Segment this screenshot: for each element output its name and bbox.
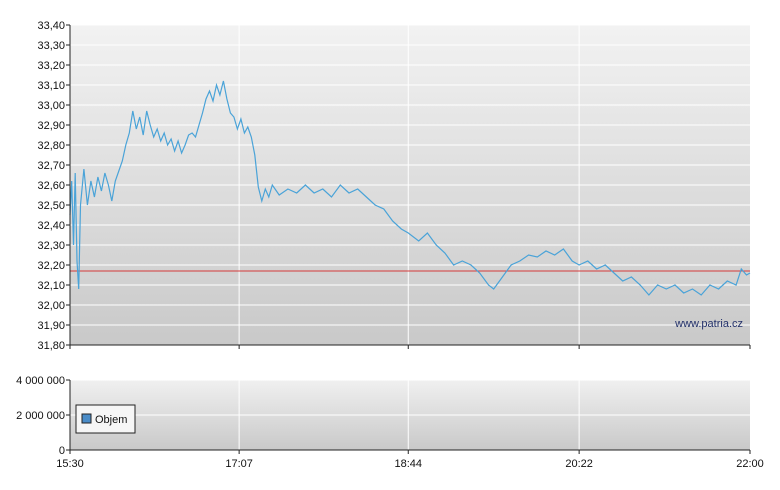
watermark: www.patria.cz xyxy=(674,318,743,330)
price-y-tick-label: 32,10 xyxy=(37,280,65,292)
x-tick-label: 20:22 xyxy=(565,458,593,470)
volume-x-ticks: 15:30 17:07 18:44 20:22 22:00 xyxy=(56,450,764,470)
price-y-tick-label: 33,00 xyxy=(37,100,65,112)
price-y-tick-label: 32,60 xyxy=(37,180,65,192)
price-y-tick-label: 33,30 xyxy=(37,40,65,52)
x-tick-label: 17:07 xyxy=(225,458,253,470)
price-grid xyxy=(70,24,750,345)
x-tick-label: 18:44 xyxy=(394,458,422,470)
legend-swatch xyxy=(81,413,92,424)
price-y-tick-label: 32,80 xyxy=(37,140,65,152)
price-y-tick-label: 32,40 xyxy=(37,220,65,232)
price-series-line xyxy=(69,80,751,296)
price-y-tick-label: 32,90 xyxy=(37,120,65,132)
price-y-tick-label: 31,80 xyxy=(37,340,65,352)
volume-y-tick-label: 4 000 000 xyxy=(16,375,65,387)
legend-label: Objem xyxy=(95,414,127,426)
price-y-tick-label: 32,50 xyxy=(37,200,65,212)
price-y-tick-label: 31,90 xyxy=(37,320,65,332)
x-tick-label: 22:00 xyxy=(736,458,764,470)
volume-legend: Objem xyxy=(75,404,136,434)
volume-y-tick-label: 0 xyxy=(59,445,65,457)
price-y-tick-label: 33,40 xyxy=(37,20,65,32)
price-y-tick-label: 33,10 xyxy=(37,80,65,92)
price-y-tick-label: 32,20 xyxy=(37,260,65,272)
volume-grid xyxy=(70,379,750,450)
price-y-ticks: 31,80 31,90 32,00 32,10 32,20 32,30 32,40 32,50… xyxy=(37,20,70,352)
x-tick-label: 15:30 xyxy=(56,458,84,470)
legend-box xyxy=(75,404,136,434)
price-y-tick-label: 33,20 xyxy=(37,60,65,72)
volume-y-ticks: 0 2 000 000 4 000 000 xyxy=(16,375,70,457)
price-y-tick-label: 32,00 xyxy=(37,300,65,312)
price-y-tick-label: 32,30 xyxy=(37,240,65,252)
volume-y-tick-label: 2 000 000 xyxy=(16,410,65,422)
price-x-ticks xyxy=(69,345,751,349)
price-y-tick-label: 32,70 xyxy=(37,160,65,172)
